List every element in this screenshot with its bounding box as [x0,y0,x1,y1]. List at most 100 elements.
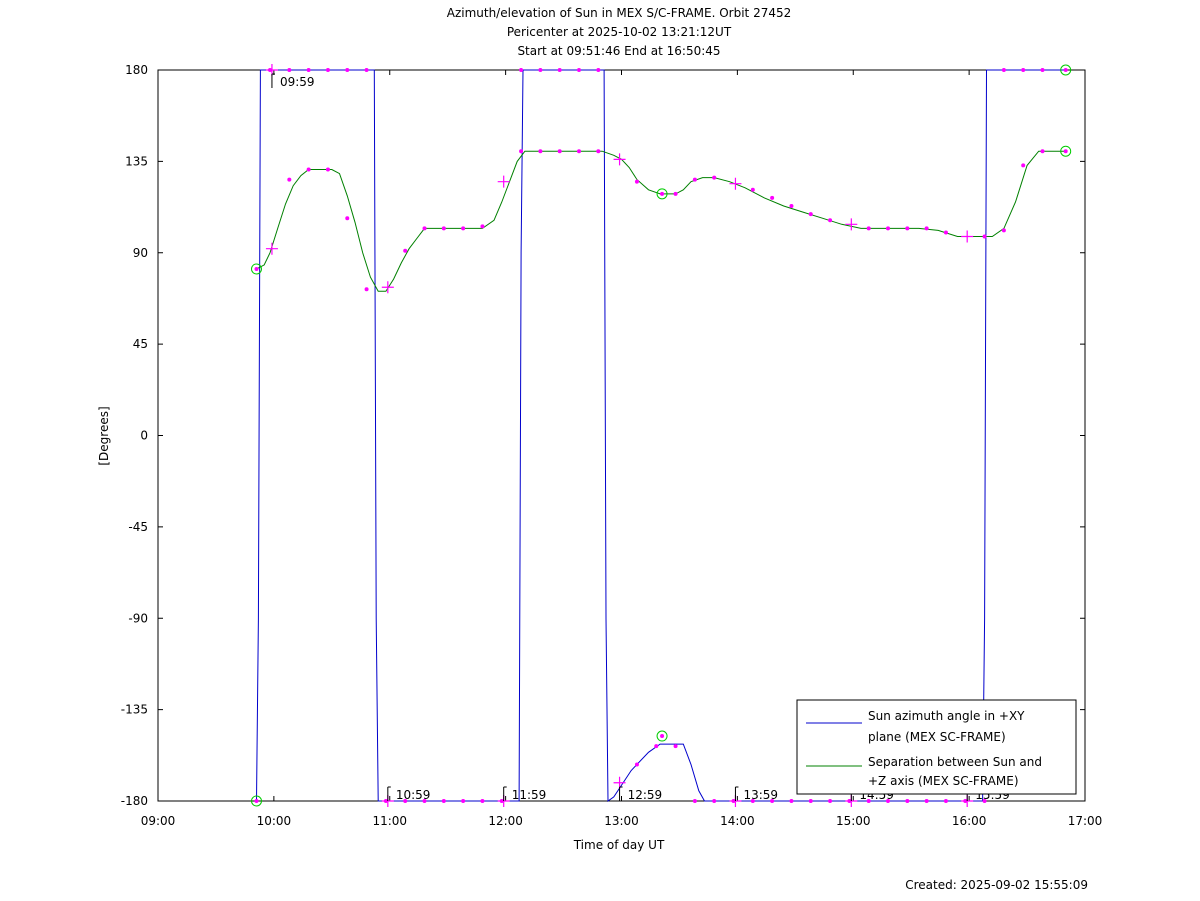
y-tick-label: -180 [121,794,148,808]
data-point-marker [770,799,775,803]
data-point-marker [577,68,582,72]
data-point-marker [461,226,466,231]
end-marker [656,730,668,742]
data-point-marker [345,68,350,72]
legend-label-separation-line-1: Separation between Sun and [868,755,1042,769]
data-point-marker [828,799,833,803]
hour-marker [845,218,858,231]
end-marker [250,795,262,807]
data-point-marker [634,762,639,767]
data-point-marker [596,149,601,154]
data-point-marker [692,799,697,803]
hour-marker [381,281,394,294]
data-point-marker [943,230,948,235]
data-point-marker [364,287,369,292]
legend-label-azimuth-line-1: Sun azimuth angle in +XY [868,709,1025,723]
end-marker-dot [1063,68,1068,72]
data-point-marker [480,224,485,229]
y-axis-label: [Degrees] [97,406,111,465]
plot-frame [157,69,1086,802]
chart-title-line-3: Start at 09:51:46 End at 16:50:45 [517,44,720,58]
data-point-marker [750,799,755,803]
y-tick-label: -135 [121,703,148,717]
data-point-marker [441,226,446,231]
data-point-marker [461,799,466,803]
hour-label: 12:59 [628,788,663,802]
legend: Sun azimuth angle in +XY plane (MEX SC-F… [796,699,1077,795]
data-point-marker [306,68,311,72]
data-point-marker [673,744,678,749]
data-point-marker [422,226,427,231]
data-point-marker [325,68,330,72]
hour-label: 10:59 [396,788,431,802]
data-point-marker [808,212,813,217]
data-point-marker [886,799,891,803]
data-point-marker [538,149,543,154]
x-tick-label: 09:00 [141,814,176,828]
hour-marker [497,175,510,188]
data-point-marker [345,216,350,221]
data-point-marker [924,226,929,231]
data-point-marker [943,799,948,803]
y-tick-label: 90 [133,246,148,260]
end-marker-dot [660,191,665,196]
y-tick-label: 180 [125,63,148,77]
legend-label-separation-line-2: +Z axis (MEX SC-FRAME) [868,774,1019,788]
x-tick-label: 15:00 [836,814,871,828]
data-point-marker [1021,68,1026,72]
hour-marker [729,177,742,190]
y-tick-label: 135 [125,154,148,168]
data-point-marker [403,799,408,803]
data-point-marker [866,799,871,803]
data-point-marker [364,68,369,72]
created-timestamp: Created: 2025-09-02 15:55:09 [905,878,1088,892]
y-tick-label: -90 [128,611,148,625]
y-tick-label: 45 [133,337,148,351]
data-point-marker [306,167,311,172]
data-point-marker [287,177,292,182]
data-point-marker [441,799,446,803]
data-point-marker [828,218,833,223]
hour-marker [961,230,974,243]
end-marker-dot [1063,149,1068,154]
data-point-marker [905,799,910,803]
data-point-marker [1040,68,1045,72]
data-point-marker [1040,149,1045,154]
end-marker [1060,145,1072,157]
x-tick-label: 12:00 [488,814,523,828]
y-tick-label: -45 [128,520,148,534]
data-point-marker [1021,163,1026,168]
data-point-marker [654,744,659,749]
data-point-marker [770,195,775,200]
end-marker-dot [254,266,259,271]
axes: 09:00 10:00 11:00 12:00 13:00 14:00 15:00 16:00… [121,63,1103,828]
data-point-marker [519,149,524,154]
end-marker [656,188,668,200]
x-tick-label: 17:00 [1068,814,1103,828]
chart-title-line-2: Pericenter at 2025-10-02 13:21:12UT [507,25,732,39]
data-point-marker [325,167,330,172]
chart-title-line-1: Azimuth/elevation of Sun in MEX S/C-FRAM… [447,6,792,20]
data-point-marker [924,799,929,803]
data-point-marker [886,226,891,231]
data-point-marker [577,149,582,154]
x-tick-label: 14:00 [720,814,755,828]
series-line-azimuth [256,69,1066,802]
x-tick-label: 10:00 [257,814,292,828]
hour-marker [265,242,278,255]
end-marker-dot [254,799,259,803]
data-point-marker [982,234,987,239]
data-point-marker [982,799,987,803]
data-point-marker [692,177,697,182]
hour-label: 13:59 [743,788,778,802]
data-point-marker [712,175,717,180]
data-point-marker [480,799,485,803]
end-marker [250,263,262,275]
legend-box [796,699,1077,795]
hour-label: 09:59 [280,75,315,89]
x-tick-label: 16:00 [952,814,987,828]
data-point-marker [596,68,601,72]
data-point-marker [1001,228,1006,233]
data-point-marker [403,248,408,253]
data-point-marker [866,226,871,231]
